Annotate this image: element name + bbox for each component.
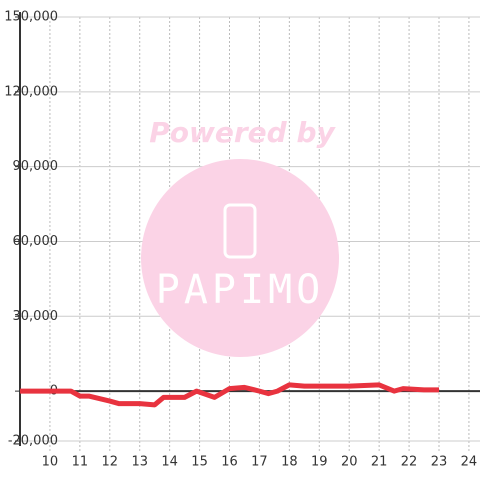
x-tick-label: 19 bbox=[311, 455, 328, 470]
x-tick-label: 16 bbox=[221, 455, 238, 470]
x-tick-label: 17 bbox=[251, 455, 268, 470]
watermark-phone bbox=[223, 203, 257, 259]
x-tick-label: 21 bbox=[371, 455, 388, 470]
x-tick-label: 13 bbox=[131, 455, 148, 470]
x-tick-label: 14 bbox=[161, 455, 178, 470]
y-tick-label: 60,000 bbox=[13, 234, 59, 249]
x-tick-label: 12 bbox=[102, 455, 119, 470]
line bbox=[20, 382, 439, 408]
y-tick-label: 120,000 bbox=[4, 84, 58, 99]
x-tick-label: 22 bbox=[401, 455, 418, 470]
x-tick-label: 20 bbox=[341, 455, 358, 470]
x-tick-label: 24 bbox=[461, 455, 478, 470]
y-tick-label: 150,000 bbox=[4, 10, 58, 25]
watermark-brand: PAPIMO bbox=[156, 267, 325, 313]
x-tick-label: 18 bbox=[281, 455, 298, 470]
x-tick-label: 15 bbox=[191, 455, 208, 470]
x-tick-label: 10 bbox=[42, 455, 59, 470]
y-tick-label: 90,000 bbox=[13, 159, 59, 174]
y-tick-label: 30,000 bbox=[13, 309, 59, 324]
x-tick-label: 11 bbox=[72, 455, 89, 470]
x-tick-label: 23 bbox=[431, 455, 448, 470]
watermark-title: Powered by bbox=[149, 116, 336, 149]
